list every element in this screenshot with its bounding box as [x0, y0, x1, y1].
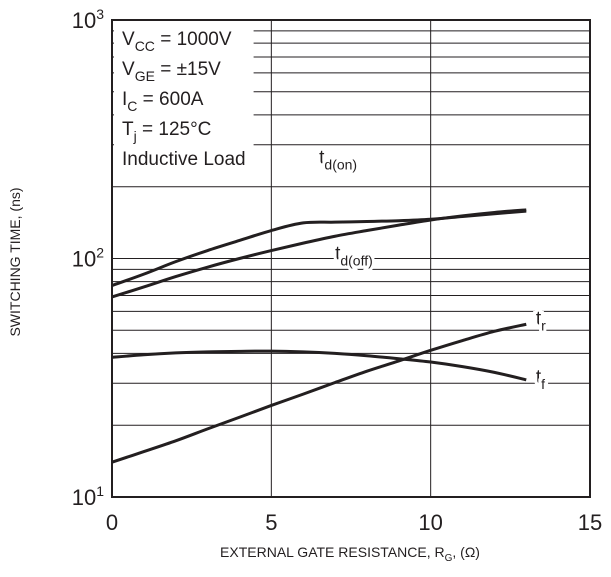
x-axis-label: EXTERNAL GATE RESISTANCE, RG, (Ω) — [220, 544, 480, 564]
x-tick-labels: 0 5 10 15 — [106, 510, 602, 535]
conditions-backdrop — [114, 22, 254, 176]
y-axis-label: SWITCHING TIME, (ns) — [7, 187, 23, 336]
condition-line: IC = 600A — [122, 89, 204, 114]
condition-subscript: j — [133, 128, 137, 144]
y-tick-label: 102 — [72, 245, 104, 272]
condition-symbol: I — [122, 89, 127, 110]
curve-r — [111, 322, 527, 464]
condition-subscript: CC — [135, 38, 155, 54]
curve-label-subscript: d(on) — [324, 157, 357, 173]
x-axis-label-subscript: G — [445, 553, 453, 564]
curve-f — [111, 349, 527, 382]
condition-symbol: Inductive Load — [122, 149, 246, 170]
x-axis-label-main: EXTERNAL GATE RESISTANCE, R — [220, 544, 445, 560]
condition-value: = ±15V — [155, 59, 221, 80]
x-tick-label: 0 — [106, 510, 118, 535]
curve-doff — [111, 208, 527, 299]
condition-value: = 600A — [137, 89, 203, 110]
x-tick-label: 15 — [578, 510, 602, 535]
condition-subscript: C — [127, 98, 137, 114]
curve-label-subscript: d(off) — [340, 253, 372, 269]
condition-value: = 125°C — [137, 119, 212, 140]
x-tick-label: 5 — [265, 510, 277, 535]
y-tick-label: 101 — [72, 483, 104, 510]
condition-value: = 1000V — [155, 29, 232, 50]
curve-label-subscript: f — [541, 376, 545, 392]
y-tick-base: 10 — [72, 485, 96, 510]
curve-label-subscript: r — [541, 317, 546, 333]
condition-line: Inductive Load — [122, 149, 246, 170]
y-tick-base: 10 — [72, 8, 96, 33]
condition-symbol: V — [122, 59, 135, 80]
condition-subscript: GE — [135, 68, 155, 84]
x-tick-label: 10 — [418, 510, 442, 535]
y-tick-base: 10 — [72, 247, 96, 272]
y-tick-exponent: 3 — [96, 6, 104, 22]
condition-symbol: T — [122, 119, 134, 140]
curve-label-don: td(on) — [319, 148, 357, 173]
condition-line: VCC = 1000V — [122, 29, 232, 54]
y-tick-label: 103 — [72, 6, 104, 33]
y-tick-exponent: 2 — [96, 245, 104, 261]
plot-frame — [111, 19, 591, 498]
series-curves — [111, 208, 527, 464]
x-axis-label-unit: , (Ω) — [452, 544, 480, 560]
y-tick-exponent: 1 — [96, 483, 104, 499]
condition-symbol: V — [122, 29, 135, 50]
condition-line: VGE = ±15V — [122, 59, 221, 84]
condition-line: Tj = 125°C — [122, 119, 211, 144]
